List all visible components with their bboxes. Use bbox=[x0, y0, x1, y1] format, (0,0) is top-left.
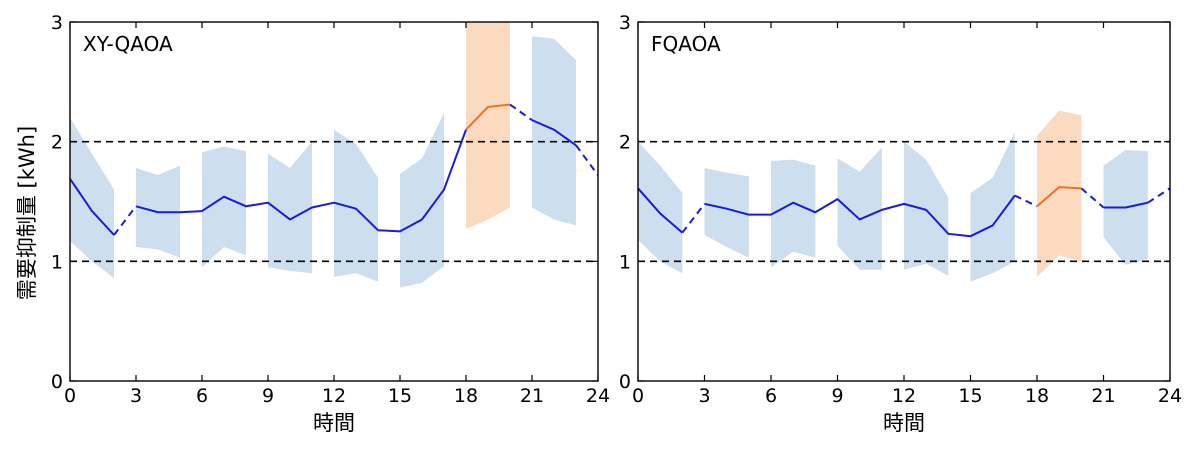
x-tick-label: 9 bbox=[262, 385, 274, 407]
x-tick-label: 9 bbox=[831, 385, 843, 407]
series-segment-0 bbox=[637, 187, 683, 234]
series-segment-6 bbox=[1103, 201, 1149, 209]
uncertainty-band-4 bbox=[904, 141, 949, 276]
x-tick-label: 0 bbox=[64, 385, 76, 407]
x-tick-label: 24 bbox=[586, 385, 610, 407]
panel-title: XY-QAOA bbox=[83, 32, 173, 56]
x-tick-label: 15 bbox=[958, 385, 982, 407]
series-segment-7 bbox=[1147, 187, 1171, 204]
x-tick-label: 21 bbox=[520, 385, 544, 407]
uncertainty-band-5 bbox=[970, 132, 1015, 282]
x-tick-label: 6 bbox=[196, 385, 208, 407]
series-segment-5 bbox=[531, 119, 577, 147]
series-segment-4 bbox=[1036, 186, 1082, 208]
y-tick-label: 0 bbox=[619, 371, 631, 393]
x-tick-label: 15 bbox=[388, 385, 412, 407]
uncertainty-band-5 bbox=[400, 112, 444, 288]
y-tick-label: 1 bbox=[51, 251, 63, 273]
y-tick-label: 3 bbox=[51, 12, 63, 34]
x-axis-label: 時間 bbox=[313, 411, 355, 435]
series-segment-2 bbox=[135, 129, 467, 233]
uncertainty-band-6 bbox=[466, 22, 510, 230]
y-tick-label: 0 bbox=[51, 371, 63, 393]
x-tick-label: 21 bbox=[1091, 385, 1115, 407]
y-axis-label: 需要抑制量 [kWh] bbox=[15, 126, 39, 300]
x-axis-label: 時間 bbox=[883, 411, 925, 435]
x-tick-label: 18 bbox=[1025, 385, 1049, 407]
uncertainty-band-2 bbox=[771, 159, 816, 268]
x-tick-label: 3 bbox=[130, 385, 142, 407]
y-tick-label: 3 bbox=[619, 12, 631, 34]
uncertainty-band-3 bbox=[837, 147, 882, 270]
x-tick-label: 6 bbox=[765, 385, 777, 407]
x-tick-label: 0 bbox=[632, 385, 644, 407]
x-tick-label: 12 bbox=[892, 385, 916, 407]
x-tick-label: 3 bbox=[698, 385, 710, 407]
series-segment-0 bbox=[69, 178, 115, 236]
series-segment-4 bbox=[509, 103, 533, 121]
uncertainty-band-0 bbox=[638, 141, 683, 274]
uncertainty-band-3 bbox=[268, 141, 312, 274]
uncertainty-band-2 bbox=[202, 146, 246, 268]
series-segment-3 bbox=[1014, 194, 1038, 208]
x-tick-label: 24 bbox=[1158, 385, 1182, 407]
y-tick-label: 2 bbox=[51, 132, 63, 154]
x-tick-label: 12 bbox=[322, 385, 346, 407]
y-tick-label: 2 bbox=[619, 132, 631, 154]
uncertainty-band-1 bbox=[704, 167, 749, 258]
y-tick-label: 1 bbox=[619, 251, 631, 273]
uncertainty-band-6 bbox=[1037, 110, 1082, 277]
series-segment-5 bbox=[1080, 187, 1105, 209]
uncertainty-band-0 bbox=[70, 117, 114, 279]
series-segment-1 bbox=[113, 205, 137, 236]
panel-title: FQAOA bbox=[651, 32, 721, 56]
series-segment-2 bbox=[704, 194, 1016, 238]
series-segment-3 bbox=[465, 103, 511, 131]
x-tick-label: 18 bbox=[454, 385, 478, 407]
series-segment-1 bbox=[681, 203, 706, 234]
series-segment-6 bbox=[575, 144, 599, 176]
uncertainty-band-4 bbox=[334, 129, 378, 282]
